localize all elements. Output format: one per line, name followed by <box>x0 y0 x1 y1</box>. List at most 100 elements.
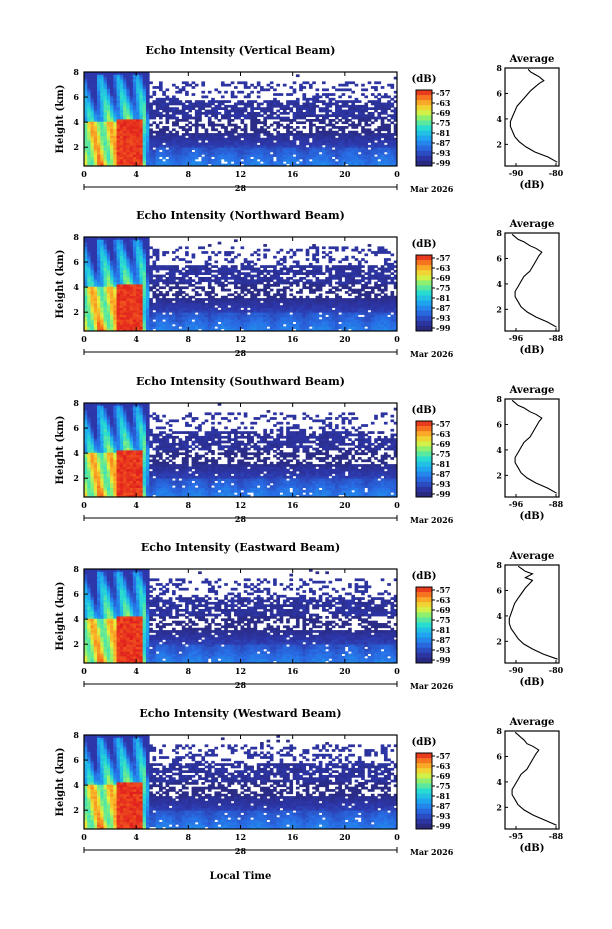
heatmap-cell <box>243 147 248 150</box>
heatmap-cell <box>145 154 150 157</box>
heatmap-cell <box>103 102 108 106</box>
heatmap-cell <box>393 126 398 129</box>
heatmap-cell <box>224 272 228 275</box>
heatmap-cell <box>116 328 121 332</box>
heatmap-cell <box>126 156 131 160</box>
heatmap-cell <box>132 312 137 315</box>
heatmap-cell <box>220 298 225 301</box>
heatmap-cell <box>152 274 157 278</box>
heatmap-cell <box>328 137 333 141</box>
heatmap-cell <box>240 272 245 275</box>
heatmap-cell <box>90 81 95 85</box>
heatmap-cell <box>348 147 352 150</box>
heatmap-cell <box>361 135 365 139</box>
heatmap-cell <box>100 147 104 150</box>
heatmap-cell <box>129 140 134 143</box>
heatmap-cell <box>103 237 108 240</box>
heatmap-cell <box>110 133 114 136</box>
heatmap-cell <box>243 140 248 143</box>
heatmap-cell <box>106 253 111 257</box>
heatmap-cell <box>312 119 316 122</box>
heatmap-cell <box>126 244 131 247</box>
heatmap-cell <box>325 158 329 162</box>
heatmap-cell <box>286 286 290 290</box>
heatmap-cell <box>106 281 111 285</box>
heatmap-cell <box>116 86 121 89</box>
heatmap-cell <box>103 274 108 278</box>
heatmap-cell <box>224 284 228 287</box>
heatmap-cell <box>201 326 206 330</box>
heatmap-cell <box>243 137 248 141</box>
heatmap-cell <box>93 293 98 297</box>
heatmap-cell <box>299 248 303 252</box>
heatmap-cell <box>126 260 131 264</box>
heatmap-cell <box>185 158 189 162</box>
heatmap-cell <box>269 116 274 120</box>
heatmap-cell <box>155 326 160 330</box>
heatmap-cell <box>292 300 297 304</box>
heatmap-cell <box>165 114 170 118</box>
heatmap-cell <box>224 156 228 160</box>
heatmap-cell <box>263 274 267 278</box>
heatmap-cell <box>237 137 241 141</box>
heatmap-cell <box>282 158 287 162</box>
heatmap-cell <box>194 149 199 153</box>
heatmap-cell <box>299 151 303 155</box>
heatmap-cell <box>139 142 144 146</box>
heatmap-cell <box>331 137 336 141</box>
heatmap-cell <box>370 102 375 106</box>
heatmap-cell <box>338 142 342 146</box>
heatmap-cell <box>370 100 375 103</box>
heatmap-cell <box>119 163 124 167</box>
heatmap-cell <box>315 142 320 146</box>
heatmap-cell <box>198 272 202 275</box>
heatmap-cell <box>237 142 241 146</box>
heatmap-cell <box>126 79 131 82</box>
heatmap-cell <box>256 307 261 311</box>
heatmap-cell <box>139 79 144 82</box>
heatmap-cell <box>100 76 104 80</box>
heatmap-cell <box>357 161 362 165</box>
heatmap-cell <box>142 307 147 311</box>
heatmap-cell <box>181 154 186 157</box>
heatmap-cell <box>315 276 320 280</box>
heatmap-cell <box>198 109 202 113</box>
heatmap-cell <box>110 293 114 297</box>
heatmap-cell <box>110 241 114 245</box>
heatmap-cell <box>100 293 104 297</box>
heatmap-cell <box>308 142 313 146</box>
heatmap-cell <box>276 123 281 127</box>
heatmap-cell <box>289 109 294 113</box>
heatmap-cell <box>227 142 232 146</box>
heatmap-cell <box>250 265 254 268</box>
heatmap-cell <box>103 248 108 252</box>
heatmap-cell <box>198 104 202 108</box>
heatmap-cell <box>243 126 248 129</box>
heatmap-cell <box>312 151 316 155</box>
heatmap-cell <box>152 295 157 299</box>
heatmap-cell <box>325 276 329 280</box>
heatmap-cell <box>338 284 342 287</box>
heatmap-cell <box>227 269 232 273</box>
heatmap-cell <box>132 121 137 125</box>
heatmap-cell <box>139 272 144 275</box>
heatmap-cell <box>315 97 320 101</box>
heatmap-cell <box>341 149 346 153</box>
heatmap-cell <box>201 307 206 311</box>
heatmap-cell <box>357 158 362 162</box>
heatmap-cell <box>282 295 287 299</box>
x-tick-label: 0 <box>394 169 400 179</box>
heatmap-cell <box>172 321 176 325</box>
heatmap-cell <box>214 300 219 304</box>
heatmap-cell <box>207 319 212 322</box>
heatmap-cell <box>123 114 127 118</box>
heatmap-cell <box>247 140 251 143</box>
heatmap-cell <box>220 269 225 273</box>
heatmap-cell <box>132 246 137 250</box>
heatmap-cell <box>273 295 277 299</box>
heatmap-cell <box>328 279 333 283</box>
heatmap-cell <box>84 293 88 297</box>
heatmap-cell <box>139 265 144 268</box>
heatmap-cell <box>289 314 294 318</box>
heatmap-cell <box>367 107 372 110</box>
